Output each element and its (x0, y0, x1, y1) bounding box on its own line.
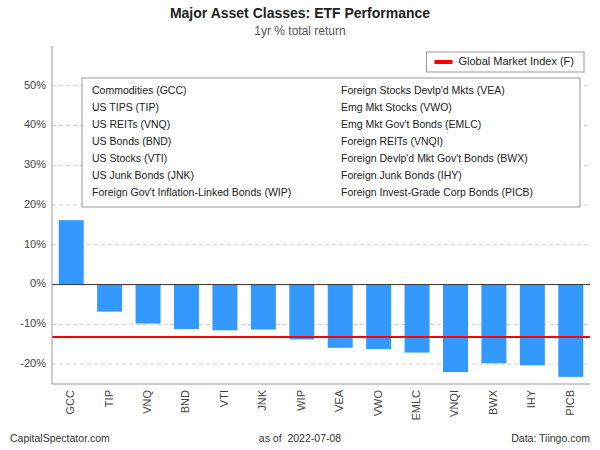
y-tick-label: 40% (24, 118, 46, 130)
annotation: Emg Mkt Stocks (VWO) (341, 101, 452, 113)
annotation: US Bonds (BND) (92, 135, 171, 147)
bar (328, 285, 353, 348)
x-tick-label: VNQI (448, 390, 460, 417)
x-tick-label: VTI (218, 390, 230, 407)
x-tick-label: EMLC (410, 390, 422, 421)
legend-frame (426, 52, 584, 72)
bar (558, 285, 583, 377)
bar (481, 285, 506, 364)
annotation: Foreign Junk Bonds (IHY) (341, 169, 462, 181)
annotation: Foreign Invest-Grade Corp Bonds (PICB) (341, 186, 533, 198)
chart: Major Asset Classes: ETF Performance 1yr … (0, 0, 600, 450)
bar (136, 285, 161, 324)
background (0, 0, 600, 450)
annotation-box: Commodities (GCC) US TIPS (TIP) US REITs (… (82, 78, 580, 207)
zero-line (52, 284, 590, 285)
y-tick-label: 10% (24, 238, 46, 250)
x-axis (52, 384, 590, 385)
bar (289, 285, 314, 340)
y-tick-label: 0% (30, 277, 46, 289)
y-tick-label: 30% (24, 158, 46, 170)
x-tick-label: TIP (103, 390, 115, 407)
bar (405, 285, 430, 353)
annotation: Foreign REITs (VNQI) (341, 135, 443, 147)
x-tick-label: BND (179, 390, 191, 413)
annotation-frame (82, 78, 580, 207)
annotation: US Junk Bonds (JNK) (92, 169, 194, 181)
bar (97, 285, 122, 312)
bar (443, 285, 468, 372)
reference-line (52, 336, 590, 338)
annotation: Emg Mkt Gov't Bonds (EMLC) (341, 118, 481, 130)
grid-line (52, 364, 590, 365)
x-tick-label: IHY (525, 389, 537, 408)
annotation: Foreign Devlp'd Mkt Gov't Bonds (BWX) (341, 152, 528, 164)
annotation: Foreign Stocks Devlp'd Mkts (VEA) (341, 84, 505, 96)
grid-line (52, 284, 590, 285)
annotation: US REITs (VNQ) (92, 118, 170, 130)
grid-line (52, 324, 590, 325)
bar (174, 285, 199, 330)
x-tick-label: VWO (372, 390, 384, 417)
x-tick-label: PICB (564, 390, 576, 416)
plot-area (52, 220, 590, 377)
y-tick-label: -20% (20, 357, 46, 369)
x-tick-label: VNQ (141, 390, 153, 414)
bar (212, 285, 237, 331)
y-tick-label: 20% (24, 198, 46, 210)
bar (366, 285, 391, 349)
title: Major Asset Classes: ETF Performance (170, 5, 430, 21)
annotation: US TIPS (TIP) (92, 101, 159, 113)
legend-label: Global Market Index (F) (458, 55, 574, 67)
legend-swatch (434, 60, 452, 64)
footer: Data: Tiingo.com (511, 432, 590, 444)
bar (251, 285, 276, 330)
annotation: US Stocks (VTI) (92, 152, 167, 164)
bar (520, 285, 545, 366)
bar (59, 220, 84, 284)
footer: as of 2022-07-08 (259, 432, 341, 444)
footer: CapitalSpectator.com (10, 432, 110, 444)
legend: Global Market Index (F) (426, 52, 584, 72)
subtitle: 1yr % total return (254, 24, 345, 38)
x-tick-label: WIP (295, 390, 307, 411)
annotation: Commodities (GCC) (92, 84, 187, 96)
annotation: Foreign Gov't Inflation-Linked Bonds (WI… (92, 186, 291, 198)
y-tick-label: 50% (24, 79, 46, 91)
x-tick-label: BWX (487, 389, 499, 415)
x-tick-label: GCC (64, 390, 76, 415)
y-tick-label: -10% (20, 317, 46, 329)
grid-line (52, 244, 590, 245)
x-tick-label: JNK (256, 389, 268, 410)
y-axis (52, 46, 53, 384)
x-tick-label: VEA (333, 389, 345, 412)
